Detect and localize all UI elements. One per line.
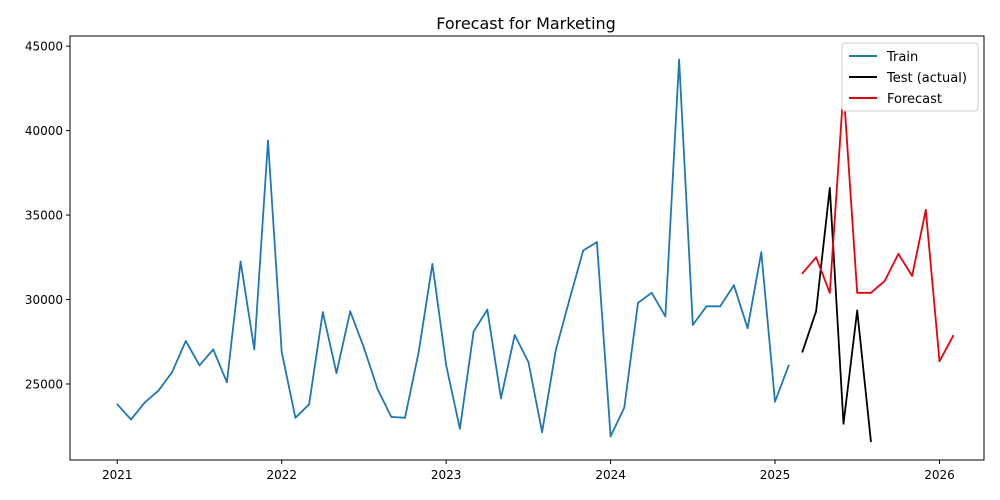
data-point [171,371,174,374]
data-point [637,302,639,304]
data-point [239,260,242,263]
data-point [500,397,502,400]
data-point [911,275,913,277]
data-point [212,348,215,351]
series-line-train [116,58,790,438]
data-point [952,334,955,337]
data-point [116,403,119,406]
data-point [568,298,571,301]
data-point [541,431,543,433]
data-point [294,416,297,419]
data-point [349,310,352,313]
data-point [938,360,941,363]
data-point [513,334,516,336]
y-tick-label: 25000 [25,377,63,391]
data-point [815,256,817,259]
data-point [431,263,434,265]
data-point [404,416,406,419]
x-tick-label: 2021 [102,468,133,482]
x-tick-label: 2025 [760,468,791,482]
legend: Train Test (actual) Forecast [841,42,979,112]
x-tick-label: 2022 [266,468,297,482]
data-point [856,309,859,312]
data-point [253,348,256,351]
y-tick-label: 35000 [25,209,63,223]
data-point [664,315,667,318]
data-point [417,351,420,353]
data-point [527,361,530,363]
data-point [801,272,804,275]
data-point [760,251,763,254]
data-point [705,305,708,308]
data-point [623,406,626,409]
data-point [815,310,817,313]
x-tick-label: 2026 [924,468,955,482]
data-point [184,340,187,342]
data-point [719,305,722,308]
data-point [650,291,653,294]
data-point [856,291,859,294]
data-point [363,346,365,349]
data-point [486,308,489,311]
y-tick-label: 30000 [25,293,63,307]
data-point [198,364,201,367]
legend-label-train: Train [886,50,918,65]
data-point [883,280,886,282]
data-point [828,187,831,189]
data-point [691,324,694,326]
data-point [376,388,379,390]
legend-label-test: Test (actual) [886,71,967,86]
legend-label-forecast: Forecast [887,92,942,107]
data-point [596,241,598,244]
data-point [308,403,310,406]
data-point [787,364,790,367]
data-point [321,311,324,314]
x-tick-label: 2024 [595,468,626,482]
chart-title: Forecast for Marketing [436,14,616,33]
data-point [335,372,338,374]
y-tick-label: 40000 [25,124,63,138]
data-point [143,401,146,404]
y-tick-label: 45000 [25,40,63,54]
data-point [924,209,927,211]
data-point [554,349,557,352]
data-point [390,416,393,418]
data-point [472,330,475,333]
series-line-test-actual [801,187,872,442]
series-line-forecast [801,88,954,363]
data-point [609,435,612,438]
data-point [774,400,776,403]
x-tick-label: 2023 [431,468,462,482]
data-point [157,389,160,392]
data-point [678,58,680,61]
data-point [870,291,872,294]
data-point [280,351,283,353]
data-point [267,139,269,142]
data-point [733,284,735,287]
legend-box [841,42,979,112]
data-point [445,364,448,367]
plot-area [116,58,955,443]
data-point [226,381,228,384]
data-point [870,440,872,443]
data-point [130,418,132,421]
data-point [828,291,831,294]
data-point [582,249,585,252]
data-point [746,327,749,330]
data-point [842,422,845,425]
data-point [459,427,461,430]
data-point [801,351,804,353]
data-point [897,253,900,255]
plot-frame [69,35,985,461]
